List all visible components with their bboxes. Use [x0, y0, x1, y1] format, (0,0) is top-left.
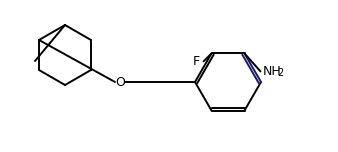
Text: NH: NH — [263, 65, 281, 78]
Text: 2: 2 — [277, 68, 284, 78]
Text: F: F — [192, 55, 199, 68]
Text: O: O — [115, 76, 125, 88]
